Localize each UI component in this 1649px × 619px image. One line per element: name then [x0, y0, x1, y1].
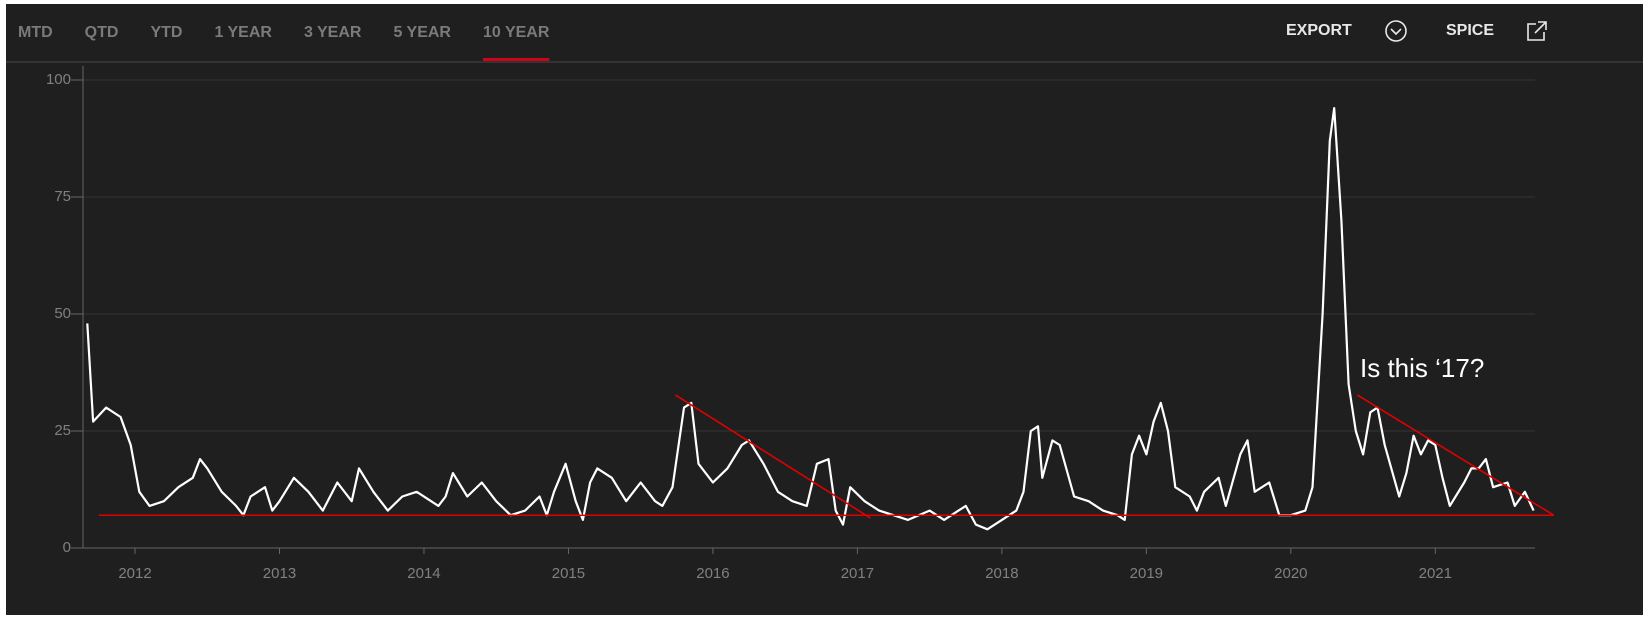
external-link-icon[interactable]: [1527, 21, 1547, 41]
y-tick-label: 50: [54, 305, 71, 322]
tab[interactable]: 10 YEAR: [483, 24, 550, 41]
tab[interactable]: 5 YEAR: [393, 24, 451, 41]
export-button[interactable]: EXPORT: [1286, 22, 1352, 39]
y-tick-label: 100: [46, 71, 71, 88]
panel: [6, 4, 1643, 615]
tab[interactable]: QTD: [85, 24, 119, 41]
x-tick-label: 2017: [841, 565, 874, 582]
trend-line: [1356, 394, 1555, 516]
x-tick-label: 2012: [118, 565, 151, 582]
active-tab-underline: [482, 58, 550, 61]
y-tick-label: 75: [54, 188, 71, 205]
x-tick-label: 2021: [1419, 565, 1452, 582]
x-tick-label: 2019: [1130, 565, 1163, 582]
line-series: [86, 107, 1535, 531]
spice-button[interactable]: SPICE: [1446, 22, 1494, 39]
trend-line: [674, 394, 871, 519]
x-tick-label: 2020: [1274, 565, 1307, 582]
x-tick-label: 2018: [985, 565, 1018, 582]
tab[interactable]: MTD: [18, 24, 53, 41]
x-tick-label: 2013: [263, 565, 296, 582]
annotation: Is this ‘17?: [1360, 353, 1484, 383]
y-tick-label: 0: [63, 539, 71, 556]
tab[interactable]: YTD: [150, 24, 182, 41]
x-tick-label: 2015: [552, 565, 585, 582]
tab[interactable]: 1 YEAR: [214, 24, 272, 41]
tab-bar: MTD QTD YTD 1 YEAR 3 YEAR 5 YEAR 10 YEAR: [18, 24, 550, 61]
x-tick-label: 2016: [696, 565, 729, 582]
y-tick-label: 25: [54, 422, 71, 439]
tab[interactable]: 3 YEAR: [304, 24, 362, 41]
export-icon[interactable]: [1385, 20, 1407, 42]
x-tick-label: 2014: [407, 565, 440, 582]
